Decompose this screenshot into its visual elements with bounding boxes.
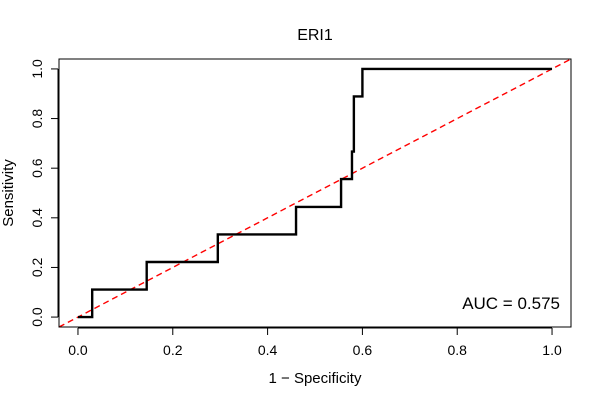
auc-annotation: AUC = 0.575 xyxy=(462,294,560,313)
plot-frame xyxy=(58,58,572,328)
x-tick-label: 1.0 xyxy=(542,342,562,358)
y-tick-label: 0.2 xyxy=(29,258,45,278)
x-axis-label: 1 − Specificity xyxy=(269,370,362,387)
x-tick-label: 0.2 xyxy=(163,342,183,358)
y-tick-label: 1.0 xyxy=(29,59,45,79)
x-tick-label: 0.8 xyxy=(447,342,467,358)
y-axis-label: Sensitivity xyxy=(0,159,17,227)
x-tick-label: 0.6 xyxy=(353,342,373,358)
chart-title: ERI1 xyxy=(297,27,333,44)
x-tick-label: 0.4 xyxy=(258,342,278,358)
roc-curve xyxy=(77,67,553,319)
y-tick-label: 0.6 xyxy=(29,158,45,178)
y-tick-label: 0.4 xyxy=(29,208,45,228)
y-tick-label: 0.8 xyxy=(29,109,45,129)
chance-diagonal-line xyxy=(58,58,572,328)
x-tick-label: 0.0 xyxy=(68,342,88,358)
y-tick-label: 0.0 xyxy=(29,307,45,327)
